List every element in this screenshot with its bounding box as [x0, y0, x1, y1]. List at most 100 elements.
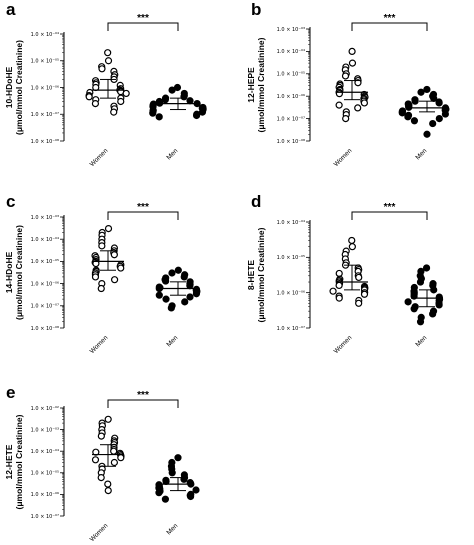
- y-tick-label: 1.0 × 10⁻⁰⁴: [31, 449, 59, 455]
- data-point-men: [186, 282, 194, 290]
- data-point-women: [104, 486, 112, 495]
- data-point-women: [335, 294, 343, 302]
- category-label: Women: [89, 522, 110, 543]
- y-axis-title: 8-HETE: [246, 260, 256, 291]
- data-point-men: [167, 304, 175, 312]
- data-point-women: [98, 65, 106, 73]
- data-point-women: [342, 114, 350, 123]
- y-tick-label: 1.0 × 10⁻⁰⁷: [277, 326, 305, 332]
- data-point-men: [155, 113, 163, 121]
- y-axis-unit: (μmol/mmol Creatinine): [14, 414, 24, 509]
- data-point-women: [91, 273, 100, 281]
- y-axis-unit: (μmol/mmol Creatinine): [14, 225, 24, 320]
- data-point-women: [91, 100, 100, 108]
- data-point-men: [417, 88, 425, 96]
- data-point-women: [329, 287, 337, 295]
- y-tick-label: 1.0 × 10⁻⁰⁶: [277, 94, 305, 100]
- y-tick-label: 1.0 × 10⁻⁰⁷: [31, 304, 59, 310]
- data-point-women: [85, 93, 93, 101]
- category-label: Women: [89, 147, 110, 168]
- data-point-men: [180, 93, 188, 101]
- category-label: Men: [166, 334, 180, 348]
- y-tick-label: 1.0 × 10⁻⁰⁷: [31, 514, 59, 520]
- data-point-men: [404, 298, 412, 306]
- data-point-women: [104, 225, 113, 233]
- data-point-men: [180, 273, 188, 281]
- data-point-women: [335, 101, 343, 109]
- data-point-men: [405, 103, 413, 111]
- significance-label: ***: [137, 13, 149, 24]
- panel-letter: e: [6, 383, 15, 402]
- panel-letter: b: [251, 0, 261, 19]
- data-point-women: [355, 299, 363, 307]
- data-point-men: [186, 97, 194, 105]
- y-axis-title: 14-HDoHE: [4, 251, 14, 293]
- data-point-women: [91, 456, 100, 464]
- data-point-women: [348, 236, 356, 245]
- data-point-women: [348, 59, 357, 67]
- data-point-women: [348, 243, 356, 251]
- data-point-men: [435, 114, 443, 123]
- panel-letter: c: [6, 192, 15, 211]
- data-point-men: [155, 489, 163, 497]
- data-point-women: [354, 104, 362, 112]
- data-point-men: [186, 293, 194, 301]
- significance-bracket: [107, 211, 179, 220]
- data-point-women: [110, 458, 118, 467]
- y-axis-unit: (μmol/mmol Creatinine): [256, 37, 266, 132]
- y-tick-label: 1.0 × 10⁻⁰⁴: [277, 220, 305, 226]
- data-point-men: [410, 305, 418, 313]
- category-label: Men: [166, 147, 180, 161]
- data-point-women: [110, 447, 118, 455]
- category-label: Women: [89, 334, 110, 355]
- data-point-men: [410, 117, 419, 125]
- data-point-men: [156, 99, 164, 107]
- data-point-women: [335, 269, 343, 278]
- category-label: Men: [415, 147, 429, 161]
- significance-bracket: [107, 22, 179, 31]
- y-tick-label: 1.0 × 10⁻⁰³: [277, 27, 305, 33]
- panel-letter: d: [251, 192, 261, 211]
- y-tick-label: 1.0 × 10⁻⁰⁶: [277, 290, 305, 296]
- data-point-men: [416, 278, 425, 286]
- data-point-men: [155, 291, 163, 299]
- data-point-women: [98, 242, 106, 250]
- y-tick-label: 1.0 × 10⁻⁰⁵: [31, 471, 59, 477]
- y-tick-label: 1.0 × 10⁻⁰⁶: [31, 85, 59, 91]
- data-point-men: [181, 298, 189, 306]
- data-point-women: [110, 251, 118, 259]
- panel-d: d 8-HETE (μmol/mmol Creatinine) 1.0 × 10⁻⁰⁷…: [246, 192, 444, 355]
- significance-bracket: [351, 22, 428, 31]
- data-point-women: [360, 99, 368, 107]
- data-point-men: [192, 111, 201, 120]
- y-tick-label: 1.0 × 10⁻⁰⁶: [31, 492, 59, 498]
- significance-label: ***: [137, 202, 149, 213]
- data-point-women: [97, 432, 105, 440]
- data-point-men: [192, 290, 201, 298]
- data-point-men: [162, 277, 170, 285]
- y-tick-label: 1.0 × 10⁻⁰⁷: [277, 116, 305, 122]
- category-label: Men: [415, 334, 429, 348]
- data-point-men: [168, 269, 176, 277]
- y-axis-title: 10-HDoHE: [4, 66, 14, 108]
- data-point-women: [355, 273, 363, 282]
- data-point-men: [198, 108, 207, 116]
- y-tick-label: 1.0 × 10⁻⁰⁴: [31, 237, 59, 243]
- significance-label: ***: [384, 202, 396, 213]
- data-point-women: [122, 89, 130, 98]
- y-tick-label: 1.0 × 10⁻⁰⁸: [31, 326, 59, 332]
- data-point-men: [435, 301, 443, 309]
- y-tick-label: 1.0 × 10⁻⁰³: [31, 215, 59, 221]
- data-point-men: [161, 96, 169, 104]
- data-point-women: [104, 415, 112, 423]
- data-point-men: [441, 110, 449, 118]
- y-tick-label: 1.0 × 10⁻⁰⁵: [277, 255, 305, 261]
- data-point-men: [174, 454, 182, 462]
- data-point-men: [411, 97, 419, 105]
- y-tick-label: 1.0 × 10⁻⁰⁸: [31, 139, 59, 145]
- y-tick-label: 1.0 × 10⁻⁰⁵: [31, 59, 59, 65]
- panel-e: e 12-HETE (μmol/mmol Creatinine) 1.0 × 10⁻⁰…: [4, 383, 200, 543]
- data-point-men: [193, 100, 201, 108]
- y-tick-label: 1.0 × 10⁻⁰⁸: [277, 139, 305, 145]
